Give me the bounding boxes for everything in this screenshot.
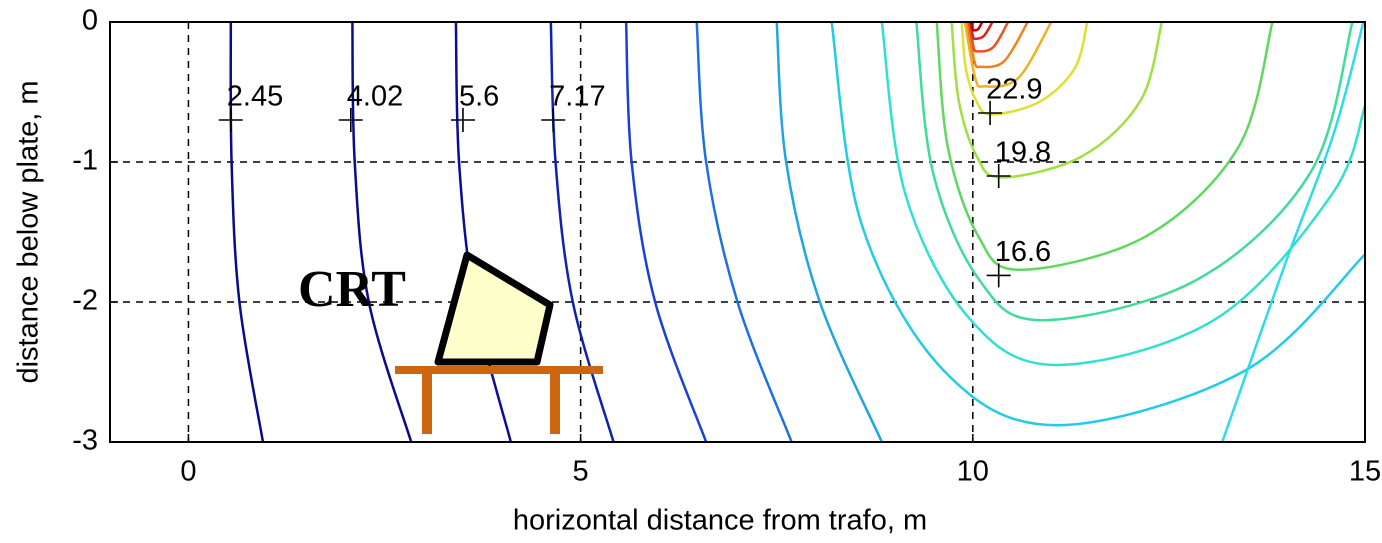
x-tick-label: 15 — [1349, 456, 1381, 488]
y-axis-label: distance below plate, m — [13, 80, 45, 383]
table-leg — [550, 374, 560, 434]
y-tick-label: 0 — [82, 5, 98, 37]
annotation: CRT — [298, 261, 406, 318]
y-tick-label: -3 — [72, 425, 98, 457]
x-tick-label: 5 — [573, 456, 589, 488]
chart: CRT horizontal distance from trafo, m di… — [0, 0, 1382, 543]
contour-label: 19.8 — [995, 137, 1051, 169]
contour-label: 16.6 — [995, 236, 1051, 268]
contour-label: 4.02 — [347, 81, 403, 113]
x-axis-label: horizontal distance from trafo, m — [513, 505, 927, 537]
y-tick-label: -1 — [72, 145, 98, 177]
x-tick-label: 0 — [180, 456, 196, 488]
y-tick-label: -2 — [72, 285, 98, 317]
contour-label: 7.17 — [549, 81, 605, 113]
table-leg — [422, 374, 432, 434]
x-tick-label: 10 — [957, 456, 989, 488]
contour-label: 5.6 — [459, 81, 499, 113]
plot-area — [110, 22, 1365, 442]
contour-label: 22.9 — [986, 74, 1042, 106]
table-top — [395, 366, 603, 374]
contour-label: 2.45 — [227, 81, 283, 113]
